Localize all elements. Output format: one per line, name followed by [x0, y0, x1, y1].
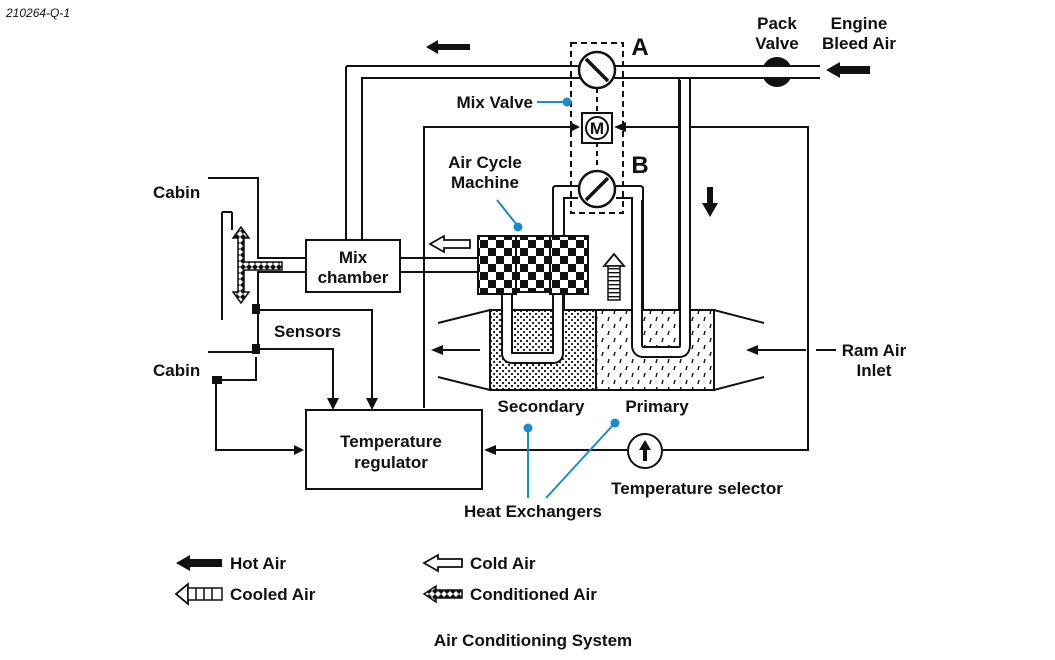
- cabin-bottom-label: Cabin: [153, 361, 200, 380]
- temperature-regulator-label-line1: Temperature: [340, 432, 442, 451]
- legend-cold-air-label: Cold Air: [470, 554, 536, 573]
- callout-lines: [496, 97, 620, 499]
- motor-label: M: [590, 119, 604, 138]
- engine-bleed-air-label-line1: Engine: [831, 14, 888, 33]
- mix-chamber: [305, 239, 401, 293]
- pack-valve: [762, 57, 792, 87]
- ram-air-arrows: [431, 345, 836, 355]
- pack-valve-label-line2: Valve: [755, 34, 799, 53]
- legend: Hot Air Cold Air Cooled Air Conditioned …: [174, 553, 597, 606]
- cabin-top-label: Cabin: [153, 183, 200, 202]
- sensors-label: Sensors: [274, 322, 341, 341]
- ram-air-inlet-label-line2: Inlet: [857, 361, 892, 380]
- mix-chamber-label-line1: Mix: [339, 248, 368, 267]
- mix-chamber-label-line2: chamber: [318, 268, 389, 287]
- down-flow-arrow: [702, 187, 718, 217]
- hot-air-flow-arrow: [426, 40, 470, 54]
- temperature-regulator: [305, 409, 483, 490]
- temperature-selector-label: Temperature selector: [611, 479, 783, 498]
- pack-valve-label-line1: Pack: [757, 14, 797, 33]
- temperature-regulator-label-line2: regulator: [354, 453, 428, 472]
- sensors: [212, 304, 260, 384]
- valve-a-label: A: [631, 34, 648, 61]
- legend-hot-air-label: Hot Air: [230, 554, 286, 573]
- mix-valve-motor: [581, 112, 613, 144]
- air-cycle-machine: [477, 235, 589, 295]
- cold-air-flow-arrow: [428, 234, 471, 254]
- cooled-air-arrow-icon: [174, 582, 223, 606]
- engine-bleed-air-label-line2: Bleed Air: [822, 34, 896, 53]
- heat-exchanger: [437, 308, 765, 392]
- temperature-selector: [627, 433, 663, 469]
- conditioned-air-arrow: [231, 225, 283, 305]
- cooled-air-flow-arrow: [602, 252, 626, 301]
- valve-b-label: B: [631, 152, 648, 179]
- valve-b: [577, 169, 617, 209]
- diagram-title: Air Conditioning System: [434, 631, 632, 650]
- figure-reference: 210264-Q-1: [5, 6, 70, 20]
- cold-air-arrow-icon: [422, 553, 463, 573]
- valve-a: [577, 50, 617, 90]
- legend-conditioned-air-label: Conditioned Air: [470, 585, 597, 604]
- secondary-label: Secondary: [498, 397, 585, 416]
- air-cycle-machine-label-line1: Air Cycle: [448, 153, 522, 172]
- legend-cooled-air-label: Cooled Air: [230, 585, 316, 604]
- air-cycle-machine-label-line2: Machine: [451, 173, 519, 192]
- control-signal-lines: [215, 126, 809, 451]
- heat-exchangers-label: Heat Exchangers: [464, 502, 602, 521]
- mix-valve-enclosure: [570, 42, 624, 214]
- hot-air-arrow-icon: [176, 555, 222, 571]
- primary-label: Primary: [625, 397, 689, 416]
- mix-valve-label: Mix Valve: [456, 93, 533, 112]
- ram-air-inlet-label-line1: Ram Air: [842, 341, 907, 360]
- conditioned-air-arrow-icon: [422, 584, 463, 604]
- bleed-air-flow-arrow: [826, 62, 870, 78]
